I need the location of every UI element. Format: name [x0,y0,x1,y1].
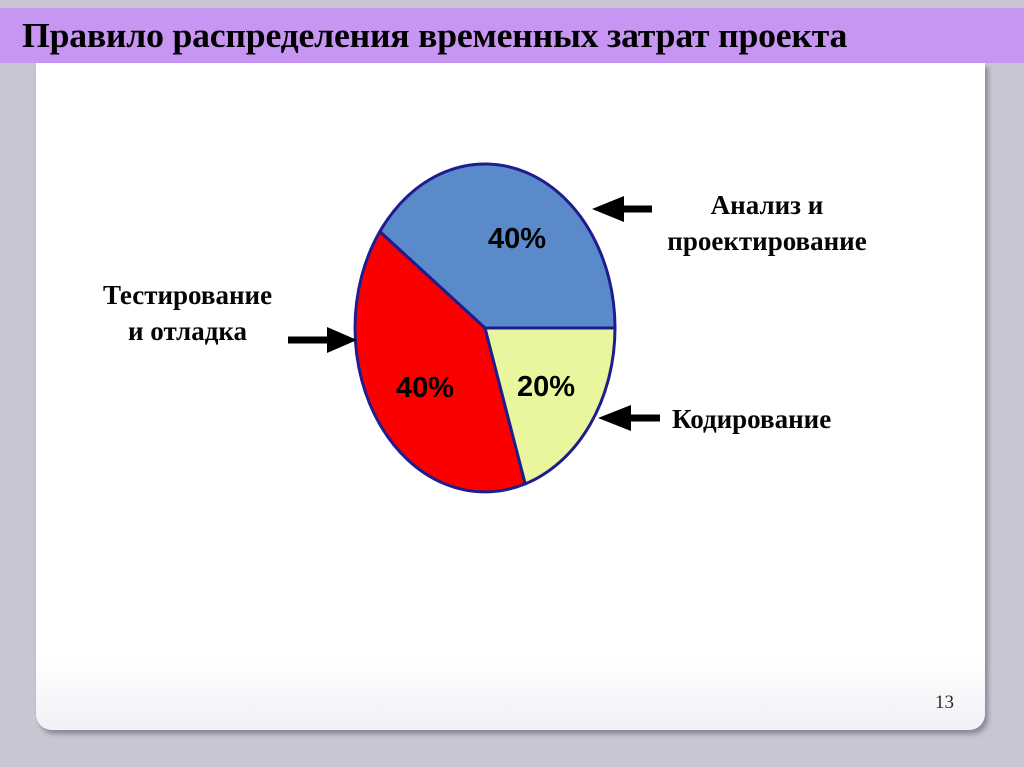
callout-label-analysis-line2: проектирование [667,225,867,256]
slide-content-area [36,63,985,730]
callout-label-analysis: Анализ и проектирование [652,188,882,260]
callout-label-coding-line1: Кодирование [672,404,832,434]
callout-label-coding: Кодирование [672,402,831,438]
page-number: 13 [935,692,954,713]
callout-label-testing: Тестирование и отладка [80,278,295,350]
callout-label-analysis-line1: Анализ и [710,190,824,220]
title-banner: Правило распределения временных затрат п… [0,8,1024,63]
page-title: Правило распределения временных затрат п… [22,16,848,55]
callout-label-testing-line1: Тестирование [102,280,273,310]
callout-label-testing-line2: и отладка [128,315,247,346]
